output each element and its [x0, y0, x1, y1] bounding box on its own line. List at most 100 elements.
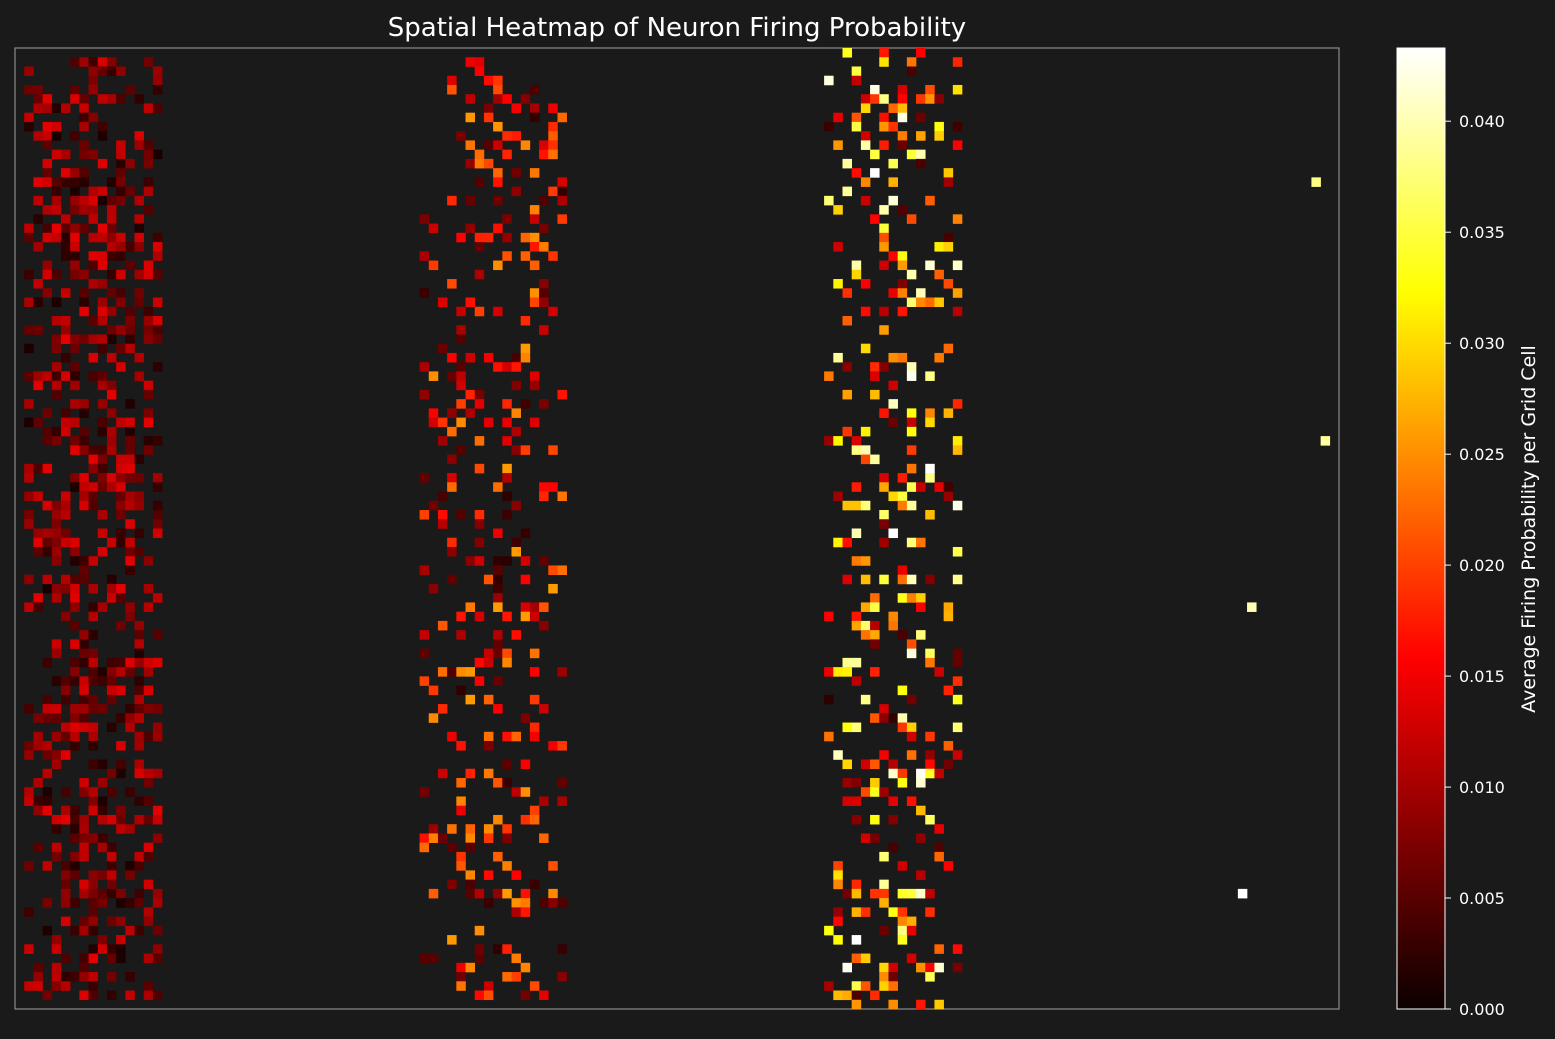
heatmap-cell — [42, 861, 53, 871]
heatmap-cell — [116, 297, 126, 308]
heatmap-cell — [529, 297, 540, 308]
heatmap-cell — [520, 343, 531, 354]
heatmap-cell — [925, 888, 935, 899]
heatmap-cell — [860, 177, 871, 187]
colorbar — [1396, 47, 1446, 1010]
heatmap-cell — [125, 861, 135, 871]
heatmap-cell — [851, 676, 862, 686]
heatmap-cell — [97, 260, 108, 271]
heatmap-cell — [79, 814, 89, 825]
heatmap-cell — [906, 269, 917, 280]
heatmap-cell — [116, 195, 126, 206]
heatmap-cell — [106, 768, 117, 779]
heatmap-cell — [860, 500, 871, 511]
heatmap-cell — [860, 907, 871, 917]
heatmap-cell — [70, 436, 80, 446]
heatmap-cell — [952, 676, 963, 686]
heatmap-cell — [824, 611, 834, 622]
heatmap-cell — [539, 556, 549, 566]
heatmap-cell — [842, 796, 852, 807]
heatmap-cell — [152, 944, 163, 954]
heatmap-cell — [24, 223, 34, 234]
heatmap-cell — [143, 57, 154, 67]
heatmap-cell — [897, 205, 908, 215]
heatmap-cell — [106, 57, 117, 67]
heatmap-cell — [833, 112, 843, 123]
heatmap-cell — [520, 315, 531, 326]
heatmap-cell — [79, 297, 89, 308]
heatmap-cell — [916, 537, 926, 548]
heatmap-cell — [143, 777, 154, 788]
heatmap-cell — [97, 445, 108, 455]
heatmap-cell — [70, 925, 80, 936]
heatmap-cell — [88, 84, 99, 95]
heatmap-cell — [916, 962, 926, 973]
heatmap-cell — [70, 57, 80, 67]
heatmap-cell — [97, 158, 108, 169]
heatmap-cell — [125, 463, 135, 474]
heatmap-cell — [60, 214, 71, 224]
heatmap-cell — [106, 66, 117, 77]
heatmap-cell — [833, 352, 843, 363]
heatmap-cell — [42, 805, 53, 816]
heatmap-cell — [143, 916, 154, 927]
heatmap-cell — [456, 981, 466, 991]
heatmap-cell — [125, 500, 135, 511]
heatmap-cell — [502, 149, 512, 160]
heatmap-cell — [888, 842, 898, 853]
heatmap-cell — [860, 759, 871, 770]
heatmap-cell — [88, 722, 99, 733]
heatmap-cell — [24, 602, 34, 612]
heatmap-cell — [952, 694, 963, 705]
heatmap-cell — [134, 657, 145, 668]
heatmap-cell — [511, 380, 521, 391]
heatmap-cell — [529, 602, 540, 612]
heatmap-cell — [134, 814, 145, 825]
heatmap-cell — [539, 602, 549, 612]
heatmap-cell — [70, 741, 80, 751]
heatmap-cell — [897, 861, 908, 871]
heatmap-cell — [134, 713, 145, 723]
heatmap-cell — [134, 620, 145, 631]
heatmap-cell — [116, 935, 126, 945]
heatmap-cell — [824, 121, 834, 132]
heatmap-cell — [493, 630, 503, 640]
heatmap-cell — [1311, 177, 1321, 187]
heatmap-cell — [152, 334, 163, 344]
heatmap-cell — [906, 537, 917, 548]
heatmap-cell — [97, 232, 108, 243]
heatmap-cell — [529, 288, 540, 298]
heatmap-cell — [97, 814, 108, 825]
heatmap-cell — [116, 824, 126, 834]
heatmap-cell — [860, 630, 871, 640]
heatmap-cell — [824, 371, 834, 381]
heatmap-cell — [106, 953, 117, 964]
heatmap-cell — [42, 741, 53, 751]
heatmap-cell — [897, 94, 908, 104]
heatmap-cell — [465, 888, 476, 899]
heatmap-cell — [33, 528, 43, 539]
heatmap-cell — [97, 759, 108, 770]
heatmap-cell — [502, 94, 512, 104]
colorbar-tick-label: 0.005 — [1459, 889, 1505, 908]
heatmap-cell — [24, 944, 34, 954]
heatmap-cell — [906, 57, 917, 67]
heatmap-cell — [870, 214, 880, 224]
heatmap-cell — [502, 944, 512, 954]
heatmap-cell — [143, 177, 154, 187]
heatmap-cell — [851, 990, 862, 1001]
heatmap-cell — [134, 888, 145, 899]
heatmap-cell — [888, 491, 898, 502]
heatmap-cell — [88, 898, 99, 908]
heatmap-cell — [447, 574, 457, 585]
heatmap-cell — [60, 898, 71, 908]
heatmap-cell — [879, 112, 889, 123]
heatmap-cell — [51, 232, 62, 243]
heatmap-cell — [97, 279, 108, 289]
heatmap-cell — [906, 639, 917, 649]
heatmap-cell — [465, 94, 476, 104]
heatmap-cell — [447, 537, 457, 548]
heatmap-cell — [152, 315, 163, 326]
heatmap-cell — [465, 158, 476, 169]
heatmap-cell — [24, 84, 34, 95]
